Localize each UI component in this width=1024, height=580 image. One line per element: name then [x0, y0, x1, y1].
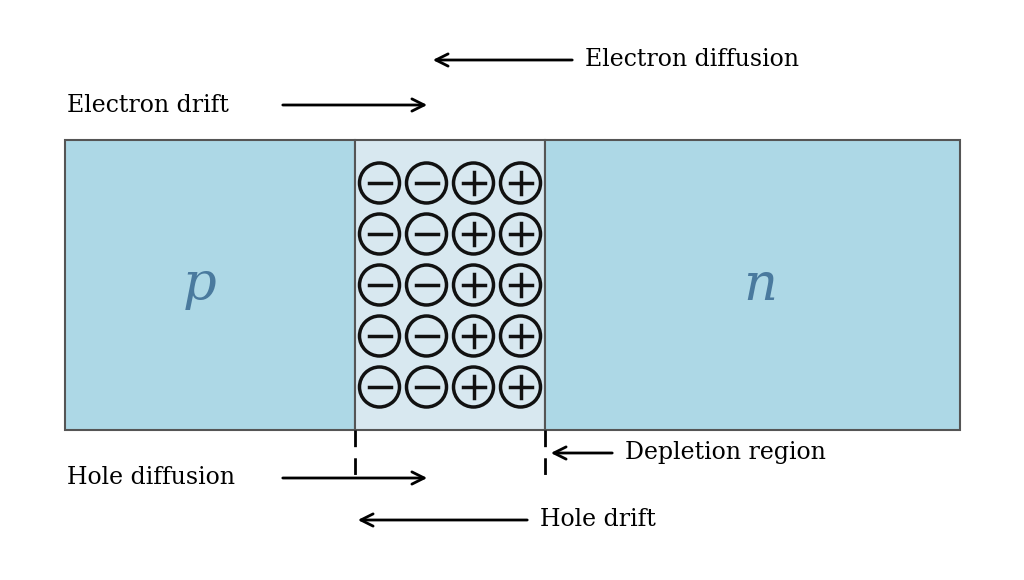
Bar [65, 140, 355, 430]
Bar [545, 140, 961, 430]
Bar [355, 140, 545, 430]
Text: Hole diffusion: Hole diffusion [67, 466, 234, 490]
Text: p: p [183, 259, 217, 310]
Text: Electron drift: Electron drift [67, 93, 229, 117]
Text: Electron diffusion: Electron diffusion [585, 49, 799, 71]
Text: Depletion region: Depletion region [625, 441, 826, 465]
Text: n: n [743, 259, 777, 310]
Text: Hole drift: Hole drift [540, 509, 656, 531]
